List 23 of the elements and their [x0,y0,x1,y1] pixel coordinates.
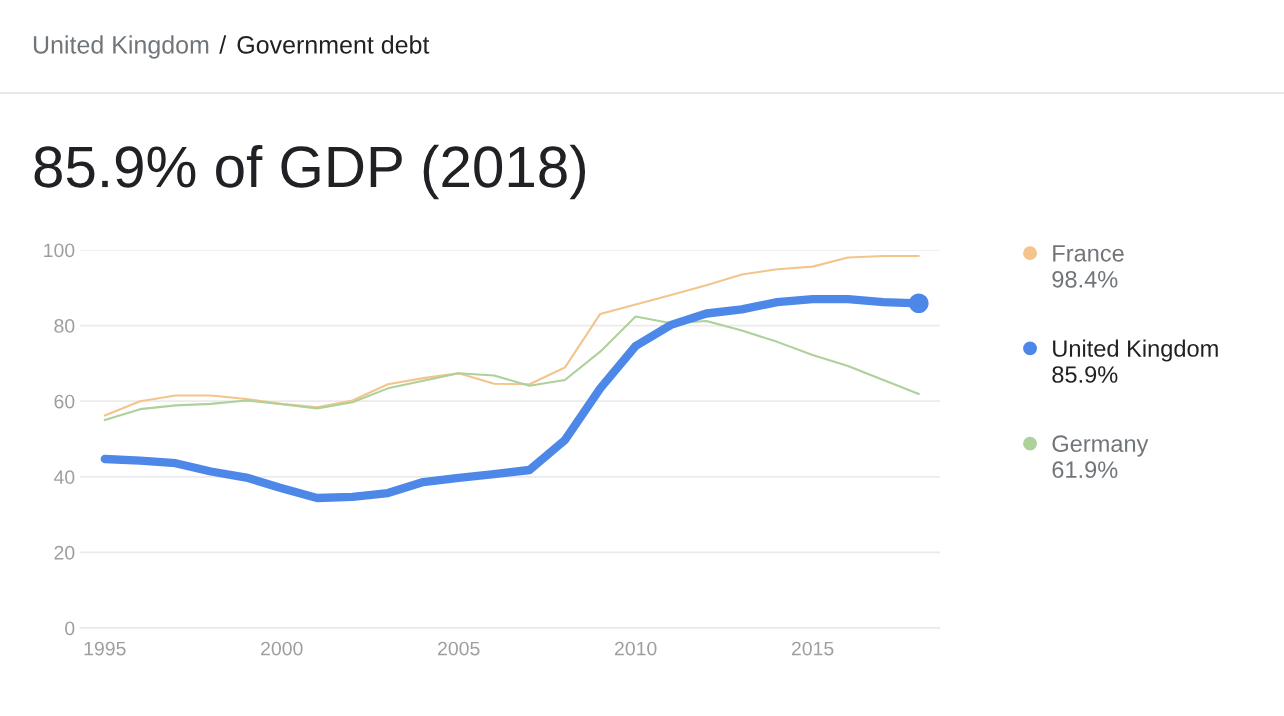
text: 85.9% [1052,366,1118,383]
text: / [219,35,227,54]
x-tick-label: 2015 [791,641,834,656]
x-tick-label: 1995 [84,641,126,656]
legend-label: Germany [1052,435,1149,457]
x-tick-label: 2010 [614,641,657,656]
y-tick-label: 0 [65,621,75,636]
legend-label: France [1053,245,1124,262]
y-tick-label: 100 [44,243,75,258]
x-tick-label: 2005 [438,641,480,656]
line-series [103,255,920,417]
chart-title: 85.9% of GDP (2018) [34,144,586,200]
text: United Kingdom [33,35,209,59]
text: 61.9% [1052,461,1118,479]
y-tick-label: 60 [54,394,75,409]
text: 98.4% [1052,270,1118,288]
text: Government debt [237,35,430,54]
y-tick-label: 20 [54,545,75,560]
y-tick-label: 80 [54,319,75,333]
y-tick-label: 40 [53,470,75,485]
x-tick-label: 2000 [261,641,303,656]
legend-label: United Kingdom [1053,339,1218,362]
line-series [103,315,920,422]
